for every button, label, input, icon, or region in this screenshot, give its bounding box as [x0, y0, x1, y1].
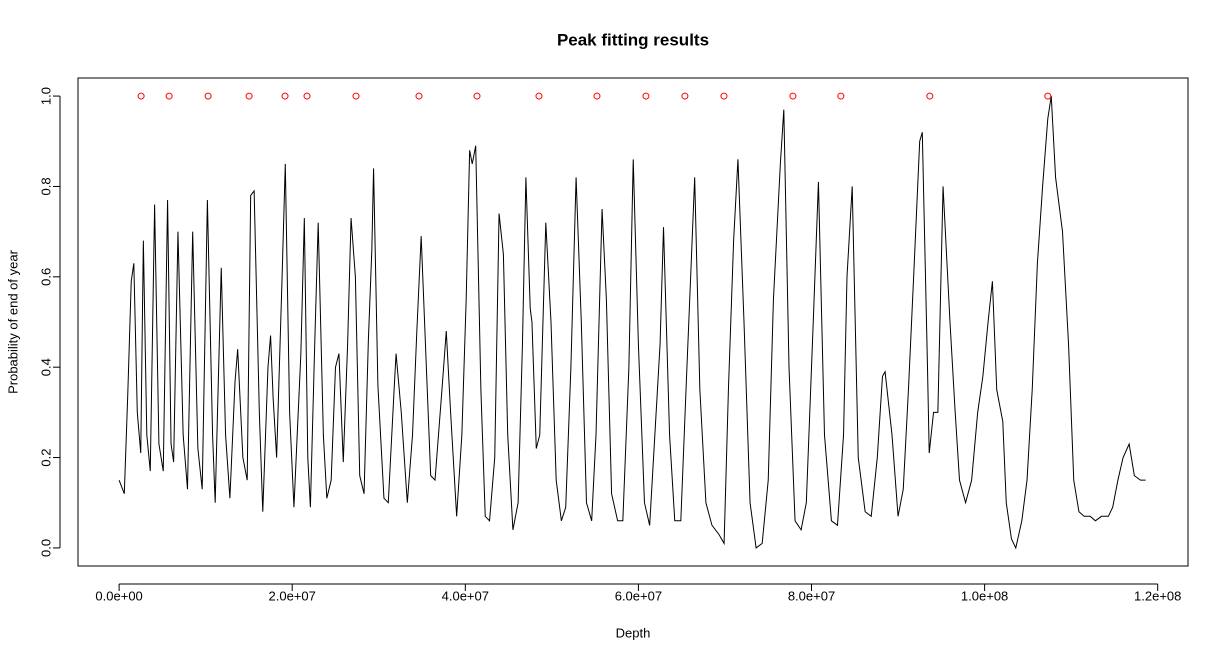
y-tick-label: 0.2 [38, 449, 53, 467]
peak-point [137, 92, 145, 100]
chart-title: Peak fitting results [557, 30, 709, 49]
y-tick-label: 1.0 [38, 87, 53, 105]
peak-point [642, 92, 650, 100]
y-tick-label: 0.8 [38, 177, 53, 195]
plot-box [77, 77, 1189, 567]
peak-point [926, 92, 934, 100]
x-tick-label: 1.0e+08 [961, 588, 1008, 603]
x-tick-label: 6.0e+07 [615, 588, 662, 603]
peak-point [593, 92, 601, 100]
x-tick-label: 8.0e+07 [788, 588, 835, 603]
x-tick-label: 2.0e+07 [269, 588, 316, 603]
peak-point [245, 92, 253, 100]
peak-point [1044, 92, 1052, 100]
peak-point [415, 92, 423, 100]
peak-point [720, 92, 728, 100]
x-tick-label: 1.2e+08 [1134, 588, 1181, 603]
peak-point [473, 92, 481, 100]
peak-point [789, 92, 797, 100]
y-tick-label: 0.6 [38, 268, 53, 286]
y-axis-label: Probability of end of year [5, 249, 20, 393]
y-tick-label: 0.4 [38, 358, 53, 376]
x-tick-label: 4.0e+07 [442, 588, 489, 603]
peak-point [837, 92, 845, 100]
peak-point [535, 92, 543, 100]
peak-point [165, 92, 173, 100]
peak-point [303, 92, 311, 100]
x-tick-label: 0.0e+00 [95, 588, 142, 603]
peak-point [204, 92, 212, 100]
peak-point [352, 92, 360, 100]
data-line [118, 95, 1146, 550]
peak-point [281, 92, 289, 100]
y-tick-label: 0.0 [38, 539, 53, 557]
x-axis-label: Depth [616, 625, 651, 640]
peak-point [681, 92, 689, 100]
